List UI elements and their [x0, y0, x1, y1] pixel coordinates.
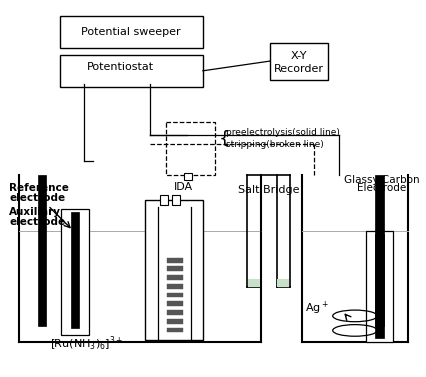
Bar	[59, 15, 202, 48]
Text: X-Y: X-Y	[290, 51, 306, 61]
Text: Glassy Carbon: Glassy Carbon	[343, 175, 419, 185]
Bar	[167, 258, 182, 263]
Text: Potential sweeper: Potential sweeper	[81, 27, 181, 37]
Text: IDA: IDA	[173, 182, 193, 192]
Bar	[160, 195, 167, 205]
Text: preelectrolysis(solid line): preelectrolysis(solid line)	[226, 128, 339, 137]
Text: Salt Bridge: Salt Bridge	[237, 185, 299, 195]
Text: electrode: electrode	[9, 217, 65, 227]
Bar	[167, 275, 182, 280]
Bar	[71, 212, 79, 328]
Bar	[167, 328, 182, 333]
Text: Reference: Reference	[9, 183, 69, 193]
Bar	[38, 175, 46, 326]
Bar	[374, 233, 383, 338]
Bar	[61, 209, 88, 335]
Bar	[144, 200, 202, 340]
Bar	[365, 231, 392, 342]
Bar	[172, 195, 179, 205]
Bar	[269, 43, 327, 80]
Text: Electrode: Electrode	[357, 183, 406, 193]
Bar	[184, 173, 192, 180]
Text: Auxiliary: Auxiliary	[9, 207, 61, 218]
Bar	[277, 279, 288, 287]
Bar	[167, 293, 182, 297]
Bar	[248, 279, 259, 287]
Bar	[374, 175, 383, 326]
Bar	[166, 122, 214, 175]
Bar	[167, 284, 182, 289]
Bar	[167, 301, 182, 306]
Bar	[167, 319, 182, 323]
Text: Potentiostat: Potentiostat	[86, 62, 153, 72]
Text: stripping(broken line): stripping(broken line)	[226, 140, 323, 149]
Text: $\mathregular{Ag^+}$: $\mathregular{Ag^+}$	[304, 299, 328, 317]
Text: $\mathregular{[Ru(NH_3)_6]^{3+}}$: $\mathregular{[Ru(NH_3)_6]^{3+}}$	[50, 334, 123, 353]
Text: Recorder: Recorder	[273, 64, 323, 74]
Text: electrode: electrode	[9, 193, 65, 203]
Bar	[59, 55, 202, 87]
Bar	[167, 310, 182, 315]
Bar	[167, 267, 182, 271]
Text: {: {	[218, 130, 229, 148]
